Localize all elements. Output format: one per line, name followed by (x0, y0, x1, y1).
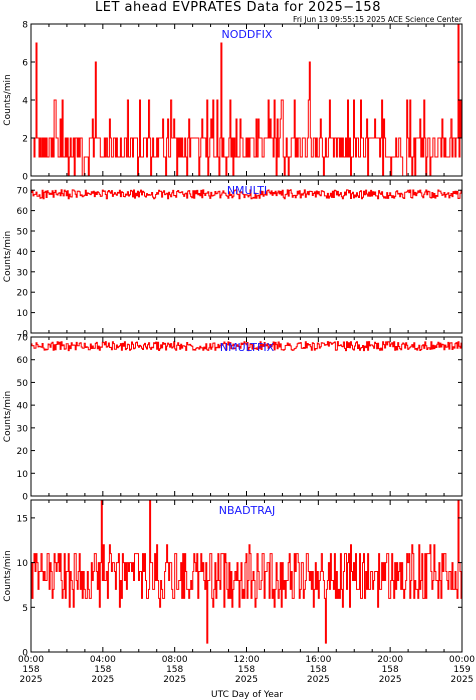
y-tick-label: 4 (22, 97, 28, 107)
x-tick-label-doy: 158 (22, 665, 39, 675)
y-tick-label: 15 (17, 514, 28, 524)
y-tick-label: 10 (17, 470, 29, 480)
series-trace-nmulti (31, 189, 463, 200)
series-label: NBADTRAJ (219, 504, 275, 517)
x-tick-label-doy: 158 (94, 665, 111, 675)
x-tick-label-year: 2025 (91, 675, 114, 685)
y-axis-ticks (30, 336, 463, 497)
y-tick-label: 30 (17, 268, 29, 278)
y-tick-label: 70 (17, 334, 29, 344)
series-label: NMULTFIX (220, 341, 275, 354)
y-tick-label: 6 (22, 59, 28, 69)
x-tick-label-time: 20:00 (377, 655, 403, 665)
x-tick-label-doy: 158 (310, 665, 327, 675)
y-tick-label: 2 (22, 135, 28, 145)
series-label: NMULTI (227, 184, 267, 197)
y-axis-ticks (30, 180, 463, 334)
y-tick-label: 20 (17, 289, 29, 299)
x-tick-label-year: 2025 (163, 675, 186, 685)
x-tick-label-year: 2025 (20, 675, 43, 685)
x-tick-label-year: 2025 (307, 675, 330, 685)
y-tick-label: 8 (22, 21, 28, 31)
series-trace-nmultfix (31, 341, 463, 352)
y-axis-label: Counts/min (3, 550, 13, 601)
y-axis-ticks (30, 500, 463, 653)
panel-nmultfix: 0 10 20 30 40 50 60 70 Counts/min NMULTFIX (3, 334, 463, 503)
x-tick-label-doy: 158 (238, 665, 255, 675)
y-tick-label: 50 (17, 379, 29, 389)
y-axis-label: Counts/min (3, 391, 13, 442)
y-tick-label: 5 (22, 604, 28, 614)
y-tick-label: 60 (17, 207, 29, 217)
x-tick-label-doy: 159 (453, 665, 470, 675)
y-tick-label: 30 (17, 424, 29, 434)
chart-title: LET ahead EVPRATES Data for 2025−158 (95, 0, 381, 15)
y-tick-label: 10 (17, 559, 29, 569)
y-tick-label: 40 (17, 402, 29, 412)
x-tick-label-year: 2025 (451, 675, 474, 685)
y-axis-label: Counts/min (3, 74, 13, 125)
plot-frame (30, 336, 463, 497)
y-tick-label: 20 (17, 447, 29, 457)
plot-frame (30, 179, 463, 334)
series-trace-noddfix (31, 23, 462, 177)
x-tick-label-time: 04:00 (90, 655, 116, 665)
series-trace-nbadtraj (31, 499, 463, 644)
panel-noddfix: 0 2 4 6 8 Counts/min NODDFIX (3, 21, 463, 183)
y-tick-label: 60 (17, 356, 29, 366)
y-tick-label: 10 (17, 309, 29, 319)
panel-nbadtraj: 0 5 10 15 Counts/min NBADTRAJ (3, 499, 463, 659)
y-tick-label: 50 (17, 228, 29, 238)
y-tick-label: 0 (22, 173, 28, 183)
x-tick-label-time: 00:00 (18, 655, 44, 665)
y-tick-label: 70 (17, 187, 29, 197)
x-tick-label-year: 2025 (235, 675, 258, 685)
x-tick-label-time: 08:00 (162, 655, 188, 665)
x-tick-label-doy: 158 (382, 665, 399, 675)
y-axis-ticks (30, 23, 463, 177)
x-tick-label-year: 2025 (379, 675, 402, 685)
generated-timestamp: Fri Jun 13 09:55:15 2025 ACE Science Cen… (293, 15, 463, 24)
x-tick-label-time: 12:00 (234, 655, 260, 665)
y-axis-label: Counts/min (3, 231, 13, 282)
panel-nmulti: 0 10 20 30 40 50 60 70 Counts/min NMULTI (3, 179, 463, 340)
y-tick-label: 0 (22, 649, 28, 659)
x-tick-label-time: 00:00 (449, 655, 475, 665)
x-tick-label-time: 16:00 (305, 655, 331, 665)
series-label: NODDFIX (222, 28, 273, 41)
x-tick-label-doy: 158 (166, 665, 183, 675)
x-axis-label: UTC Day of Year (211, 690, 283, 700)
y-tick-label: 0 (22, 330, 28, 340)
y-tick-label: 40 (17, 248, 29, 258)
y-tick-label: 0 (22, 493, 28, 503)
